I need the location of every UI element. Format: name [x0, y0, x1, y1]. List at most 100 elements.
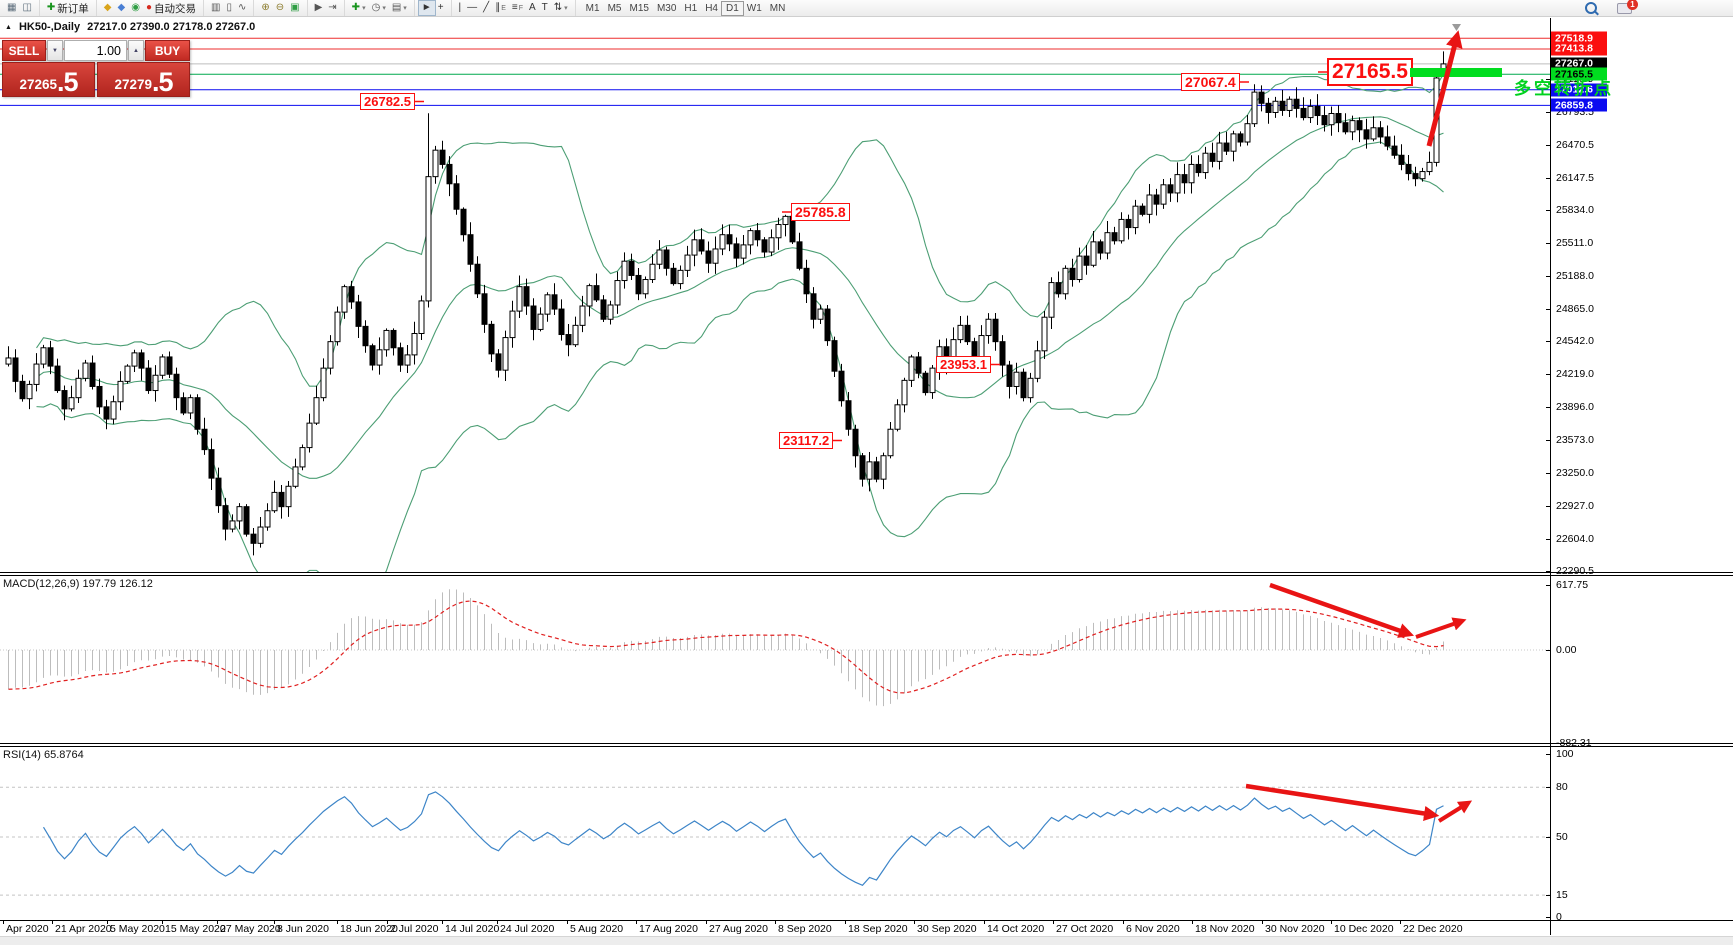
axis-tick-mark: [1546, 374, 1550, 376]
buy-price-frac: .5: [152, 66, 174, 97]
text-icon[interactable]: A: [526, 1, 539, 15]
templates-icon: ▤: [391, 2, 402, 13]
date-tick-mark: [636, 920, 637, 924]
macd-tick-label: 0.00: [1556, 644, 1577, 656]
sell-price-frac: .5: [57, 66, 79, 97]
price-level-badge: 27413.8: [1551, 42, 1607, 56]
price-tick-label: 23250.0: [1556, 467, 1594, 480]
date-tick-label: 10 Dec 2020: [1334, 923, 1394, 935]
panel-divider[interactable]: [0, 572, 1733, 573]
price-tick-label: 25834.0: [1556, 203, 1594, 216]
arrows-icon[interactable]: ⇅ ▾: [551, 1, 571, 15]
crosshair-icon[interactable]: +: [435, 1, 447, 15]
templates-icon-dropdown[interactable]: ▾: [403, 5, 407, 12]
date-tick-mark: [217, 920, 218, 924]
sell-price-button[interactable]: 27265 .5: [2, 62, 95, 97]
date-tick-mark: [387, 920, 388, 924]
timeframe-d1[interactable]: D1: [720, 0, 744, 16]
chart-window-icon: ▦: [7, 2, 17, 13]
date-tick-mark: [1123, 920, 1124, 924]
cursor-icon[interactable]: ►: [417, 0, 436, 16]
date-tick-label: 27 Aug 2020: [709, 923, 768, 935]
notification-badge: 1: [1627, 0, 1638, 10]
search-icon[interactable]: [1582, 1, 1600, 15]
axis-tick-mark: [1546, 341, 1550, 343]
macd-indicator-chart[interactable]: [0, 576, 1550, 742]
rsi-label: RSI(14) 65.8764: [3, 749, 84, 761]
main-candlestick-chart[interactable]: [0, 18, 1550, 572]
date-tick-label: 14 Oct 2020: [987, 923, 1045, 935]
buy-price-button[interactable]: 27279 .5: [97, 62, 190, 97]
timeframe-m5[interactable]: M5: [607, 2, 622, 14]
panel-divider[interactable]: [0, 746, 1733, 747]
date-tick-label: 30 Nov 2020: [1265, 923, 1325, 935]
one-click-trading-panel: SELL ▼ 1.00 ▲ BUY 27265 .5 27279 .5: [2, 40, 190, 97]
channel-icon[interactable]: ∥ E: [492, 1, 509, 15]
periods-icon[interactable]: ◷ ▾: [369, 1, 389, 15]
data-window-icon[interactable]: ◫: [19, 1, 34, 15]
line-chart-icon[interactable]: ∿: [235, 1, 249, 15]
buy-price-main: 27279: [114, 77, 152, 93]
timeframe-h1[interactable]: H1: [684, 2, 698, 14]
bar-chart-icon: ▥: [210, 2, 221, 13]
periods-icon-dropdown[interactable]: ▾: [382, 5, 386, 12]
timeframe-m15[interactable]: M15: [629, 2, 649, 14]
chart-title: ▲ HK50-,Daily 27217.0 27390.0 27178.0 27…: [5, 21, 255, 33]
buy-button[interactable]: BUY: [145, 40, 190, 61]
zoom-out-icon[interactable]: ⊖: [273, 1, 287, 15]
panel-divider[interactable]: [0, 575, 1733, 576]
sell-button[interactable]: SELL: [2, 40, 46, 61]
fibonacci-icon-sub: F: [518, 4, 523, 12]
date-tick-label: 5 Aug 2020: [570, 923, 624, 935]
price-tick-label: 26470.5: [1556, 139, 1594, 152]
fibonacci-icon[interactable]: ≡ F: [509, 1, 526, 15]
toolbar-group: ✚ 新订单: [40, 0, 97, 16]
date-tick-label: 21 Apr 2020: [55, 923, 112, 935]
periods-icon: ◷: [371, 2, 381, 13]
chart-window-icon[interactable]: ▦: [4, 1, 19, 15]
tile-windows-icon[interactable]: ▣: [287, 1, 302, 15]
new-order-button[interactable]: ✚ 新订单: [44, 1, 92, 15]
vline-icon[interactable]: |: [456, 1, 465, 15]
macd-tick-label: -882.31: [1556, 736, 1592, 749]
indicators-icon-dropdown[interactable]: ▾: [362, 5, 366, 12]
chat-icon[interactable]: 1: [1614, 0, 1638, 15]
templates-icon[interactable]: ▤ ▾: [389, 1, 410, 15]
bar-chart-icon[interactable]: ▥: [208, 1, 223, 15]
trendline-icon: ╱: [483, 2, 490, 13]
volume-increase-button[interactable]: ▲: [128, 40, 144, 61]
chart-shift-icon[interactable]: ⇥: [325, 1, 339, 15]
price-tick-label: 25511.0: [1556, 236, 1594, 249]
rsi-tick-label: 100: [1556, 748, 1574, 760]
price-tick-label: 22927.0: [1556, 499, 1594, 512]
sounds-icon[interactable]: ◉: [128, 1, 143, 15]
panel-divider[interactable]: [0, 743, 1733, 744]
rsi-indicator-chart[interactable]: [0, 747, 1550, 919]
auto-scroll-icon[interactable]: ▶: [312, 1, 326, 15]
auto-trading-button[interactable]: ● 自动交易: [143, 1, 199, 15]
publish-icon[interactable]: ◆: [115, 1, 129, 15]
timeframe-h4[interactable]: H4: [705, 2, 718, 14]
label-icon[interactable]: T: [539, 1, 551, 15]
timeframe-w1[interactable]: W1: [746, 2, 762, 14]
hline-icon[interactable]: —: [464, 1, 480, 15]
timeframe-m30[interactable]: M30: [656, 2, 677, 14]
timeframe-mn[interactable]: MN: [769, 2, 786, 14]
volume-decrease-button[interactable]: ▼: [47, 40, 63, 61]
indicators-icon[interactable]: ✚ ▾: [349, 1, 369, 15]
candlestick-chart-icon[interactable]: ▯: [223, 1, 235, 15]
date-tick-mark: [3, 920, 4, 924]
bottom-strip: [0, 936, 1733, 945]
arrows-icon-dropdown[interactable]: ▾: [564, 5, 568, 12]
collapse-triangle-icon[interactable]: ▲: [5, 23, 12, 31]
styles-bucket-icon[interactable]: ◆: [101, 1, 115, 15]
timeframe-m1[interactable]: M1: [585, 2, 600, 14]
styles-bucket-icon: ◆: [103, 2, 112, 13]
zoom-in-icon[interactable]: ⊕: [258, 1, 272, 15]
macd-tick-label: 617.75: [1556, 579, 1589, 591]
channel-icon-sub: E: [501, 4, 506, 12]
trendline-icon[interactable]: ╱: [480, 1, 492, 15]
volume-input[interactable]: 1.00: [64, 40, 127, 61]
sounds-icon: ◉: [131, 2, 140, 13]
timeframe-group: M1 M5 M15 M30 H1 H4 D1 W1 MN: [578, 0, 794, 16]
